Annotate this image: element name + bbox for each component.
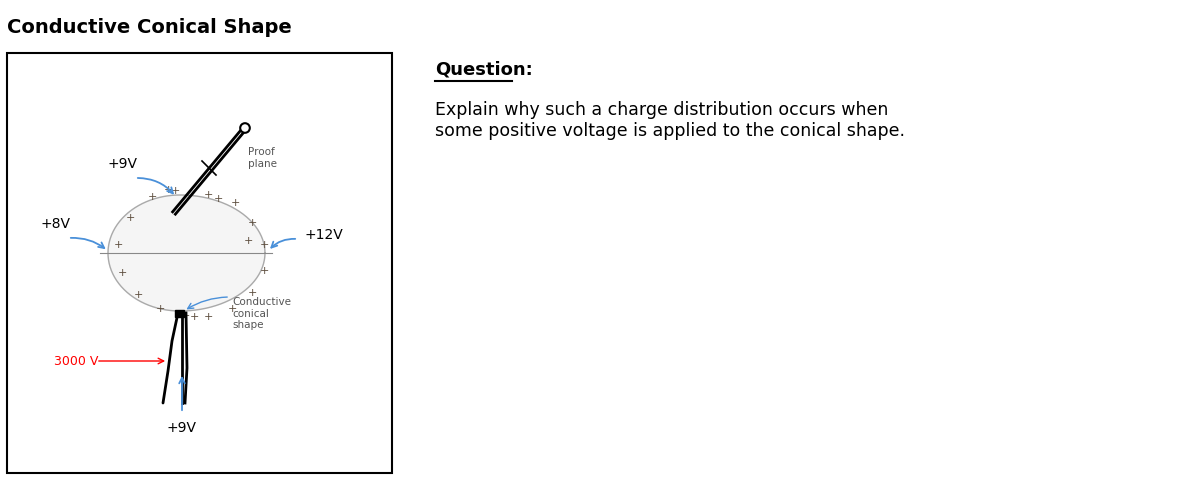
Text: +: + xyxy=(125,213,134,223)
Circle shape xyxy=(240,123,250,133)
Text: +: + xyxy=(247,218,257,228)
Text: +: + xyxy=(170,186,180,196)
Text: +: + xyxy=(163,185,173,195)
Text: Proof
plane: Proof plane xyxy=(248,147,277,169)
Text: +9V: +9V xyxy=(167,421,197,435)
Text: +: + xyxy=(203,190,212,200)
Polygon shape xyxy=(108,195,265,311)
Text: +: + xyxy=(118,268,127,278)
Text: +: + xyxy=(259,240,269,250)
Text: +: + xyxy=(230,198,240,208)
FancyBboxPatch shape xyxy=(7,53,392,473)
Text: +: + xyxy=(259,266,269,276)
Text: Explain why such a charge distribution occurs when
some positive voltage is appl: Explain why such a charge distribution o… xyxy=(434,101,905,140)
Text: +: + xyxy=(155,304,164,314)
Text: +: + xyxy=(203,312,212,322)
Text: 3000 V: 3000 V xyxy=(54,355,98,368)
Text: +: + xyxy=(247,288,257,298)
Text: +: + xyxy=(133,290,143,300)
Text: +: + xyxy=(148,192,157,202)
Text: +: + xyxy=(227,304,236,314)
Text: Conductive
conical
shape: Conductive conical shape xyxy=(232,297,292,330)
Text: +: + xyxy=(214,194,223,204)
Text: +: + xyxy=(113,240,122,250)
Text: +: + xyxy=(190,312,199,322)
Text: Question:: Question: xyxy=(434,60,533,78)
Text: +9V: +9V xyxy=(107,157,137,171)
Text: +12V: +12V xyxy=(305,228,343,242)
Text: +: + xyxy=(180,311,190,321)
Text: +: + xyxy=(244,236,253,246)
Text: Conductive Conical Shape: Conductive Conical Shape xyxy=(7,18,292,37)
Text: +8V: +8V xyxy=(40,217,70,231)
Bar xyxy=(174,310,184,317)
